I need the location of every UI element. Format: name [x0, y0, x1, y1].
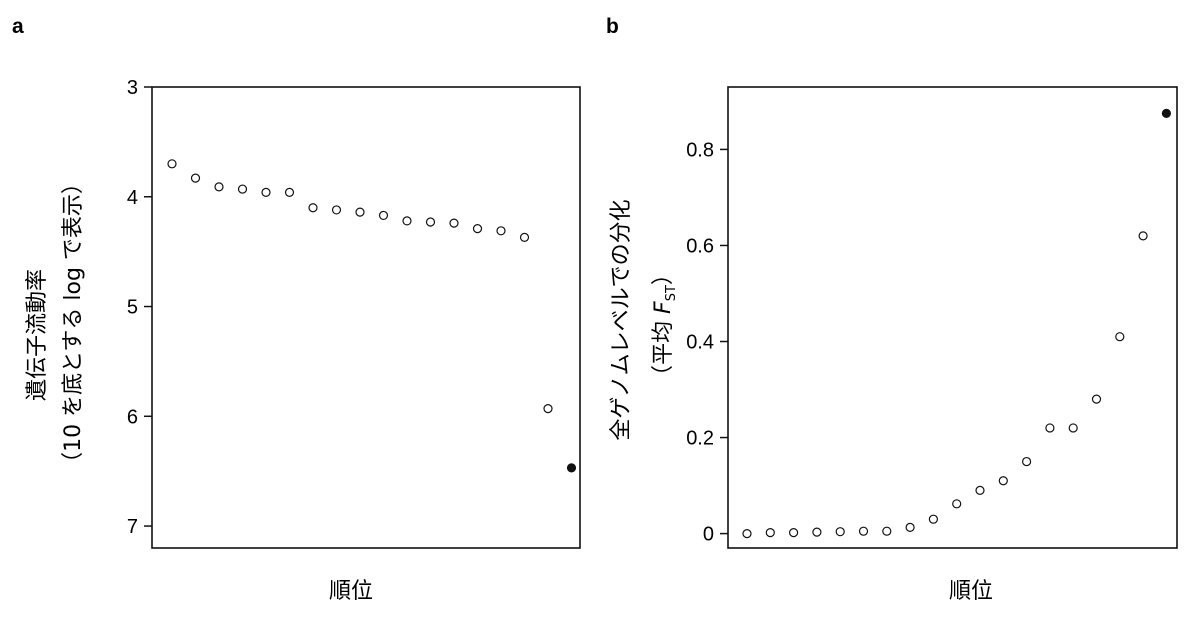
a-y-tick-label: 7: [127, 516, 138, 538]
a-y-tick-label: 4: [127, 187, 138, 209]
b-data-point: [882, 526, 892, 536]
a-data-point: [519, 232, 530, 242]
b-data-point: [998, 476, 1008, 486]
a-data-point: [472, 223, 483, 234]
a-data-point: [237, 184, 248, 194]
panel-a: a 3 4 5 6 7 順位 遺伝子流動率 （10 を底とする log で表示）: [12, 15, 581, 604]
b-y-tick-label: 0.8: [686, 139, 714, 161]
a-data-point: [190, 173, 201, 183]
b-data-point: [1021, 456, 1032, 467]
a-data-point: [214, 182, 224, 192]
panel-b-label: b: [606, 15, 619, 38]
b-data-point: [812, 527, 822, 537]
b-y-tick-label: 0.6: [686, 235, 714, 257]
panel-a-plot-frame: [151, 86, 581, 549]
b-data-point: [788, 528, 799, 538]
panel-b-y-axis-title-var: F: [651, 301, 676, 314]
panel-b-y-ticks: 0 0.2 0.4 0.6 0.8: [686, 139, 728, 546]
panel-a-label: a: [12, 15, 24, 38]
panel-a-x-axis-title: 順位: [329, 579, 373, 604]
a-data-point: [496, 226, 506, 236]
a-data-point: [425, 217, 436, 227]
panel-a-y-axis-title-line2: （10 を底とする log で表示）: [61, 172, 86, 474]
panel-b-plot-frame: [727, 86, 1178, 549]
b-data-point: [742, 528, 752, 539]
b-data-point: [1091, 394, 1102, 404]
panel-b-y-axis-title-line2: （平均 FST）: [651, 263, 679, 387]
a-data-point: [308, 203, 318, 213]
panel-b-x-axis-title: 順位: [949, 579, 993, 604]
a-data-point: [167, 159, 177, 169]
a-y-tick-label: 5: [127, 297, 138, 319]
panel-b-points: [742, 108, 1172, 539]
b-data-point: [1115, 332, 1125, 342]
a-data-point: [284, 187, 295, 197]
panel-b-y-axis-title-line1: 全ゲノムレベルでの分化: [609, 199, 634, 440]
a-y-tick-label: 3: [127, 77, 138, 99]
b-data-point: [765, 528, 775, 538]
panel-b-y-axis-title-prefix: （平均: [651, 314, 676, 387]
a-data-point: [331, 205, 342, 215]
a-data-point: [261, 187, 271, 197]
b-data-point: [905, 522, 915, 532]
a-y-tick-label: 6: [127, 406, 138, 428]
b-data-point: [1045, 423, 1055, 433]
a-highlight-point: [566, 463, 577, 473]
b-y-tick-label: 0.4: [686, 332, 714, 354]
panel-b: b 0 0.2 0.4 0.6 0.8 順位 全ゲノムレベルでの分化 （平均 FST）: [606, 15, 1178, 604]
b-data-point: [952, 499, 962, 509]
panel-b-y-axis-title-sub: ST: [664, 285, 679, 301]
b-y-tick-label: 0: [703, 524, 714, 546]
b-highlight-point: [1161, 108, 1172, 119]
a-data-point: [402, 216, 412, 226]
b-data-point: [1138, 231, 1148, 241]
b-data-point: [975, 485, 985, 495]
panel-a-y-axis-title-line1: 遺伝子流動率: [25, 269, 50, 401]
panel-a-y-ticks: 3 4 5 6 7: [127, 77, 152, 538]
b-data-point: [1068, 423, 1078, 433]
panel-b-y-axis-title-suffix: ）: [651, 263, 676, 285]
b-data-point: [928, 514, 939, 524]
b-data-point: [835, 527, 845, 537]
a-data-point: [355, 207, 365, 217]
a-data-point: [378, 210, 389, 221]
b-data-point: [858, 526, 869, 536]
panel-a-points: [167, 159, 577, 473]
a-data-point: [449, 218, 459, 228]
a-data-point: [543, 404, 553, 414]
b-y-tick-label: 0.2: [686, 428, 714, 450]
